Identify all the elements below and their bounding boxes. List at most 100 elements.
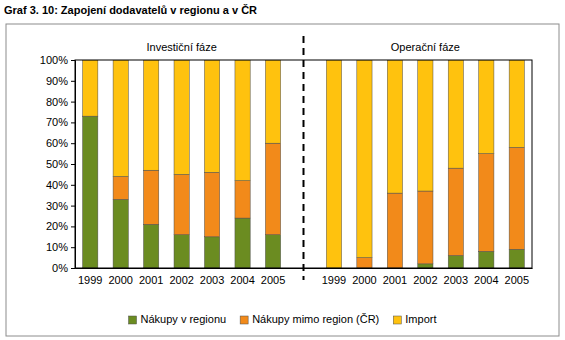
bar-segment bbox=[174, 235, 189, 268]
bar-segment bbox=[387, 193, 402, 268]
legend-item: Import bbox=[393, 313, 436, 325]
bar-segment bbox=[113, 176, 128, 199]
bar-segment bbox=[235, 181, 250, 218]
tick-label: 2002 bbox=[169, 274, 193, 286]
bar-segment bbox=[174, 60, 189, 174]
bar-segment bbox=[509, 249, 524, 268]
tick-mark bbox=[71, 206, 75, 207]
bar-segment bbox=[509, 60, 524, 147]
bar-segment bbox=[235, 218, 250, 268]
tick: 20% bbox=[46, 220, 75, 232]
tick-mark bbox=[71, 102, 75, 103]
bar-segment bbox=[418, 264, 433, 268]
tick-label: 10% bbox=[46, 241, 68, 253]
legend-label: Import bbox=[405, 313, 436, 325]
tick-label: 1999 bbox=[322, 274, 346, 286]
tick: 2005 bbox=[261, 268, 285, 286]
tick-mark bbox=[71, 247, 75, 248]
phase-separator bbox=[303, 36, 305, 280]
tick: 70% bbox=[46, 116, 75, 128]
bar-segment bbox=[83, 60, 98, 116]
tick-mark bbox=[71, 143, 75, 144]
tick-label: 30% bbox=[46, 200, 68, 212]
tick-label: 70% bbox=[46, 116, 68, 128]
tick: 2001 bbox=[139, 268, 163, 286]
tick-label: 40% bbox=[46, 179, 68, 191]
tick: 10% bbox=[46, 241, 75, 253]
tick: 80% bbox=[46, 96, 75, 108]
tick: 2000 bbox=[108, 268, 132, 286]
bar-segment bbox=[357, 258, 372, 268]
tick: 90% bbox=[46, 75, 75, 87]
bar-segment bbox=[448, 168, 463, 255]
legend-swatch bbox=[129, 316, 137, 324]
tick: 1999 bbox=[78, 268, 102, 286]
annotation: Investiční fáze bbox=[146, 41, 216, 53]
bar-segment bbox=[144, 170, 159, 224]
bar-segment bbox=[265, 60, 280, 143]
tick: 40% bbox=[46, 179, 75, 191]
bar-segment bbox=[479, 60, 494, 154]
tick: 100% bbox=[40, 54, 75, 66]
tick-label: 80% bbox=[46, 96, 68, 108]
tick-mark bbox=[71, 164, 75, 165]
legend-swatch bbox=[240, 316, 248, 324]
bar-segment bbox=[448, 256, 463, 268]
bar-segment bbox=[326, 60, 341, 268]
tick-label: 1999 bbox=[78, 274, 102, 286]
tick: 2000 bbox=[352, 268, 376, 286]
bar-segment bbox=[235, 60, 250, 181]
chart-svg: Graf 3. 10: Zapojení dodavatelů v region… bbox=[0, 0, 565, 340]
tick-mark bbox=[71, 122, 75, 123]
bar-segment bbox=[204, 172, 219, 236]
tick-mark bbox=[71, 185, 75, 186]
tick-label: 90% bbox=[46, 75, 68, 87]
title: Graf 3. 10: Zapojení dodavatelů v region… bbox=[4, 4, 257, 16]
bar-segment bbox=[204, 237, 219, 268]
tick: 2003 bbox=[200, 268, 224, 286]
tick-label: 50% bbox=[46, 158, 68, 170]
tick-mark bbox=[71, 81, 75, 82]
tick: 0% bbox=[52, 262, 75, 274]
tick: 2002 bbox=[169, 268, 193, 286]
bar-segment bbox=[174, 174, 189, 234]
bar-segment bbox=[448, 60, 463, 168]
bar-segment bbox=[357, 60, 372, 258]
tick: 60% bbox=[46, 137, 75, 149]
tick-label: 2004 bbox=[474, 274, 498, 286]
tick-label: 2000 bbox=[352, 274, 376, 286]
legend-item: Nákupy mimo region (ČR) bbox=[240, 313, 379, 325]
bar-segment bbox=[509, 147, 524, 249]
tick-label: 2001 bbox=[139, 274, 163, 286]
tick-label: 2005 bbox=[505, 274, 529, 286]
tick-label: 60% bbox=[46, 137, 68, 149]
bar-segment bbox=[113, 60, 128, 176]
chart-container: Graf 3. 10: Zapojení dodavatelů v region… bbox=[0, 0, 565, 340]
tick-mark bbox=[71, 268, 75, 269]
bar-segment bbox=[418, 191, 433, 264]
bar-segment bbox=[387, 60, 402, 193]
tick: 1999 bbox=[322, 268, 346, 286]
legend-item: Nákupy v regionu bbox=[129, 313, 227, 325]
bar-segment bbox=[265, 143, 280, 235]
tick-label: 0% bbox=[52, 262, 68, 274]
bar-segment bbox=[479, 251, 494, 268]
tick-mark bbox=[71, 60, 75, 61]
tick: 2001 bbox=[383, 268, 407, 286]
y-axis: 0% 10% 20% 30% 40% 50% 60% 70% 80% 90% 100% bbox=[40, 54, 76, 274]
tick-label: 20% bbox=[46, 220, 68, 232]
tick: 2004 bbox=[230, 268, 254, 286]
bars bbox=[83, 60, 525, 268]
tick-label: 2001 bbox=[383, 274, 407, 286]
tick-label: 2003 bbox=[200, 274, 224, 286]
tick-mark bbox=[71, 226, 75, 227]
annotation: Operační fáze bbox=[391, 41, 460, 53]
bar-segment bbox=[113, 199, 128, 268]
bar-segment bbox=[204, 60, 219, 172]
legend-swatch bbox=[393, 316, 401, 324]
legend: Nákupy v regionu Nákupy mimo region (ČR) I… bbox=[129, 313, 437, 325]
tick-label: 2000 bbox=[108, 274, 132, 286]
legend-label: Nákupy v regionu bbox=[141, 313, 227, 325]
bar-segment bbox=[144, 224, 159, 268]
bar-segment bbox=[144, 60, 159, 170]
